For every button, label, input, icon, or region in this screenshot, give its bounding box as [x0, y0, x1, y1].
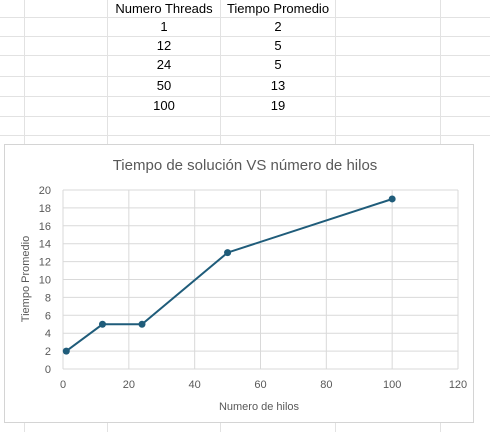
x-tick-label: 40 [189, 379, 201, 391]
y-tick-label: 0 [45, 364, 51, 376]
x-tick-label: 20 [123, 379, 135, 391]
data-point [224, 249, 232, 257]
cell-time-2[interactable]: 5 [274, 38, 282, 53]
y-axis-label: Tiempo Promedio [20, 236, 32, 322]
header-tiempo-promedio[interactable]: Tiempo Promedio [226, 1, 330, 16]
x-tick-label: 80 [320, 379, 332, 391]
x-axis-label: Numero de hilos [219, 401, 300, 413]
y-tick-label: 6 [45, 310, 51, 322]
y-tick-label: 8 [45, 292, 51, 304]
cell-threads-5[interactable]: 100 [153, 98, 175, 113]
cell-time-3[interactable]: 5 [274, 57, 282, 72]
data-point [62, 347, 70, 355]
y-tick-label: 16 [39, 221, 51, 233]
data-point [138, 320, 146, 328]
header-numero-threads[interactable]: Numero Threads [115, 1, 213, 16]
y-tick-label: 2 [45, 346, 51, 358]
cell-threads-3[interactable]: 24 [156, 57, 172, 72]
y-tick-label: 12 [39, 257, 51, 269]
y-tick-label: 18 [39, 203, 51, 215]
cell-time-4[interactable]: 13 [270, 78, 286, 93]
series-line [65, 198, 393, 352]
cell-threads-2[interactable]: 12 [156, 38, 172, 53]
cell-threads-1[interactable]: 1 [160, 19, 168, 34]
chart-object[interactable]: Tiempo de solución VS número de hilos 0 2… [4, 144, 474, 423]
line-chart: Tiempo de solución VS número de hilos 0 2… [20, 157, 467, 413]
x-axis-ticks: 0 20 40 60 80 100 120 [60, 379, 467, 391]
series-points [62, 195, 396, 355]
chart-title: Tiempo de solución VS número de hilos [113, 157, 378, 174]
cell-threads-4[interactable]: 50 [156, 78, 172, 93]
y-tick-label: 10 [39, 275, 51, 287]
chart-gridlines [62, 189, 459, 370]
x-tick-label: 0 [60, 379, 66, 391]
y-tick-label: 4 [45, 328, 51, 340]
x-tick-label: 100 [383, 379, 401, 391]
y-tick-label: 14 [39, 239, 51, 251]
x-tick-label: 60 [254, 379, 266, 391]
y-axis-ticks: 0 2 4 6 8 10 12 14 16 18 20 [39, 185, 51, 376]
x-tick-label: 120 [449, 379, 467, 391]
y-tick-label: 20 [39, 185, 51, 197]
data-point [99, 320, 106, 328]
cell-time-5[interactable]: 19 [270, 98, 286, 113]
cell-time-1[interactable]: 2 [274, 19, 282, 34]
data-point [388, 195, 396, 203]
